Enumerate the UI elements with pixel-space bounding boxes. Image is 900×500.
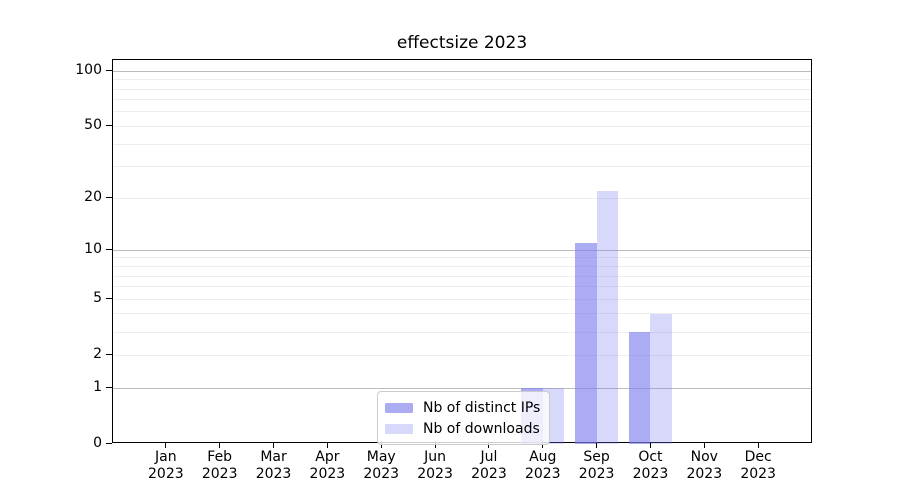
- gridline-minor: [113, 88, 811, 90]
- x-tick-label: Sep 2023: [562, 449, 632, 483]
- gridline-minor: [113, 266, 811, 267]
- y-tick-mark: [106, 248, 112, 250]
- x-tick-label-line: 2023: [632, 466, 669, 482]
- x-tick-mark: [703, 443, 705, 448]
- x-tick-label-line: 2023: [471, 466, 507, 482]
- x-tick-label: Jun 2023: [400, 449, 470, 483]
- gridline-minor: [113, 298, 811, 300]
- y-tick-mark: [106, 386, 112, 388]
- legend-swatch-downloads-icon: [385, 423, 413, 434]
- x-tick-label-line: 2023: [686, 466, 723, 482]
- x-tick-label-line: 2023: [578, 466, 615, 482]
- x-tick-mark: [273, 443, 275, 448]
- x-tick-mark: [219, 443, 221, 448]
- y-tick-label: 50: [84, 117, 102, 134]
- legend: Nb of distinct IPs Nb of downloads: [377, 391, 551, 445]
- y-tick-label: 10: [84, 241, 102, 258]
- x-tick-label: Jan 2023: [131, 449, 201, 483]
- y-tick-label: 0: [93, 435, 102, 451]
- x-tick-label-line: Dec: [744, 449, 772, 465]
- gridline-minor: [113, 275, 811, 277]
- x-tick-label-line: 2023: [148, 466, 184, 482]
- y-tick-label: 2: [93, 346, 102, 363]
- bar-downloads: [650, 313, 672, 444]
- y-tick-mark: [106, 353, 112, 355]
- gridline-minor: [113, 286, 811, 288]
- x-tick-mark: [380, 443, 382, 448]
- gridline-minor: [113, 197, 811, 199]
- x-tick-label-line: Oct: [638, 449, 663, 465]
- x-tick-label-line: 2023: [363, 466, 400, 482]
- plot-area: [112, 59, 812, 444]
- x-tick-label: May 2023: [346, 449, 416, 483]
- x-tick-label-line: Jan: [155, 449, 177, 465]
- x-tick-label-line: 2023: [740, 466, 776, 482]
- gridline-minor: [113, 143, 811, 145]
- x-tick-label-line: Apr: [315, 449, 340, 465]
- x-tick-label-line: 2023: [524, 466, 561, 482]
- legend-label-downloads: Nb of downloads: [423, 420, 540, 437]
- x-tick-label: Apr 2023: [292, 449, 362, 483]
- chart-title: effectsize 2023: [396, 33, 528, 53]
- x-tick-label-line: May: [366, 449, 396, 465]
- x-tick-label-line: Sep: [583, 449, 610, 465]
- y-tick-label: 100: [75, 62, 102, 79]
- x-tick-label-line: Jul: [480, 449, 498, 465]
- gridline-minor: [113, 125, 811, 127]
- x-tick-mark: [326, 443, 328, 448]
- x-tick-mark: [596, 443, 598, 448]
- x-tick-mark: [165, 443, 167, 448]
- x-tick-label-line: Aug: [529, 449, 557, 465]
- x-tick-label: Oct 2023: [615, 449, 685, 483]
- bar-distinct-ips: [628, 332, 651, 444]
- gridline-minor: [113, 313, 811, 315]
- y-tick-label: 20: [84, 189, 102, 206]
- gridline-minor: [113, 257, 811, 259]
- x-tick-label-line: 2023: [417, 466, 453, 482]
- x-tick-label: Mar 2023: [239, 449, 309, 483]
- gridline-minor: [113, 331, 811, 333]
- y-tick-mark: [106, 297, 112, 299]
- x-tick-label-line: 2023: [255, 466, 292, 482]
- gridline-minor: [113, 166, 811, 168]
- x-tick-mark: [488, 443, 490, 448]
- x-tick-label: Dec 2023: [723, 449, 793, 483]
- y-tick-mark: [106, 124, 112, 126]
- x-tick-label-line: Feb: [207, 449, 233, 465]
- gridline-minor: [113, 111, 811, 113]
- y-tick-label: 5: [93, 290, 102, 307]
- x-tick-label: Feb 2023: [185, 449, 255, 483]
- x-tick-mark: [757, 443, 759, 448]
- y-tick-mark: [106, 442, 112, 444]
- legend-item-distinct-ips: Nb of distinct IPs: [385, 397, 540, 418]
- x-tick-label: Aug 2023: [508, 449, 578, 483]
- x-tick-label-line: 2023: [309, 466, 346, 482]
- gridline-minor: [113, 79, 811, 81]
- gridline-major: [113, 249, 811, 251]
- x-tick-label-line: Mar: [260, 449, 287, 465]
- x-tick-label-line: Jun: [424, 449, 446, 465]
- x-tick-label-line: 2023: [201, 466, 238, 482]
- gridline-major: [113, 387, 811, 389]
- y-tick-mark: [106, 196, 112, 198]
- gridline-minor: [113, 354, 811, 356]
- x-tick-label: Nov 2023: [669, 449, 739, 483]
- legend-item-downloads: Nb of downloads: [385, 418, 540, 439]
- bar-distinct-ips: [575, 243, 597, 444]
- y-tick-label: 1: [93, 379, 102, 395]
- x-tick-mark: [649, 443, 651, 448]
- bar-downloads: [596, 190, 619, 444]
- x-tick-mark: [434, 443, 436, 448]
- y-tick-mark: [106, 69, 112, 71]
- legend-label-distinct-ips: Nb of distinct IPs: [423, 399, 541, 416]
- x-tick-label: Jul 2023: [454, 449, 524, 483]
- gridline-major: [113, 70, 811, 72]
- legend-swatch-distinct-ips-icon: [385, 402, 413, 413]
- x-tick-mark: [542, 443, 544, 448]
- x-tick-label-line: Nov: [690, 449, 718, 465]
- gridline-minor: [113, 99, 811, 101]
